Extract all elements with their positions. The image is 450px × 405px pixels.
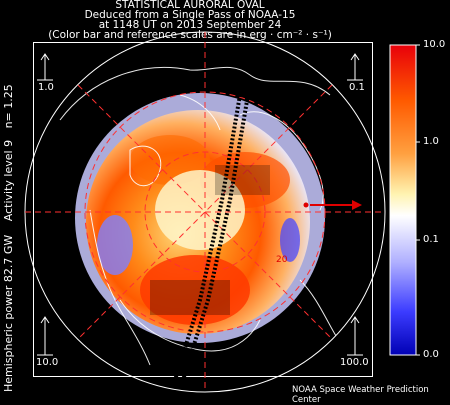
scale-bottom-left: 10.0 [36,357,59,368]
colorbar-label-upper: 1.0 [423,136,439,147]
track-swath [150,165,270,315]
colorbar-label-mid: 0.1 [423,234,439,245]
hotspot-south [140,255,250,325]
scale-bottom-right: 100.0 [340,357,369,368]
blue-patch-east [280,218,300,262]
map-marker-label: 20 [276,255,288,265]
sun-direction-arrow [303,200,362,210]
map-subtitle-source: Deduced from a Single Pass of NOAA-15 [84,9,296,21]
satellite-track [173,94,250,381]
graticule [25,32,385,392]
color-bar-ticks [416,44,420,356]
scale-top-right: 0.1 [349,82,365,93]
colorbar-label-min: 0.0 [423,349,439,360]
map-title: STATISTICAL AURORAL OVAL [115,0,265,11]
map-frame [33,42,373,377]
blue-patch-west [97,215,133,275]
credit-label: NOAA Space Weather Prediction Center [292,385,429,405]
color-bar [389,44,417,356]
map-subtitle-units: (Color bar and reference scales are in e… [48,29,332,41]
scale-top-left: 1.0 [38,82,54,93]
colorbar-label-max: 10.0 [423,39,446,50]
map-subtitle-time: at 1148 UT on 2013 September 24 [98,19,282,31]
reference-scale-arrows [37,53,363,356]
